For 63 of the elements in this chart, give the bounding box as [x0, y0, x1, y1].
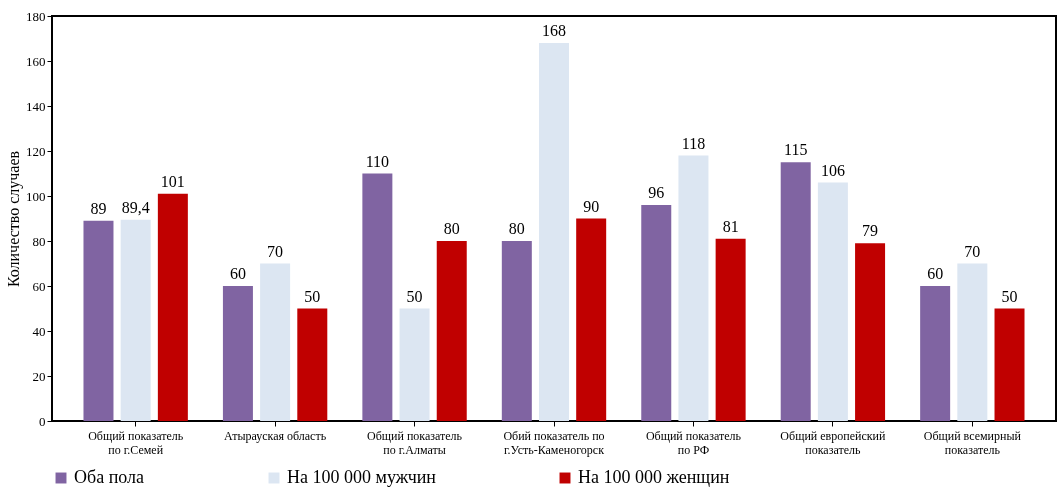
bar [920, 286, 951, 421]
bar [501, 241, 532, 421]
x-tick-label: Общий европейский показатель [780, 428, 886, 457]
y-tick-label: 20 [32, 368, 46, 384]
bar [780, 162, 811, 421]
bar [157, 193, 188, 421]
bar [678, 155, 709, 421]
bar [399, 308, 430, 421]
data-label: 50 [304, 287, 321, 305]
y-tick-label: 160 [26, 53, 46, 69]
x-tick-label: Обий показатель по г.Усть-Каменогорск [503, 428, 605, 457]
bar [297, 308, 328, 421]
y-tick-label: 140 [26, 98, 46, 114]
bar [362, 173, 393, 421]
legend-label: Оба пола [74, 467, 145, 487]
data-label: 101 [160, 172, 185, 190]
y-tick-label: 0 [39, 413, 46, 429]
bar [855, 243, 886, 421]
data-label: 50 [1001, 287, 1018, 305]
data-label: 80 [443, 220, 460, 237]
data-label: 110 [365, 152, 390, 170]
bar [120, 219, 151, 421]
data-label: 50 [406, 287, 423, 305]
bar [222, 286, 253, 421]
x-tick-label: Общий показатель по г.Алматы [367, 428, 463, 457]
data-label: 70 [267, 242, 284, 260]
bar [957, 263, 988, 421]
legend-label: На 100 000 женщин [578, 467, 730, 487]
data-label: 90 [583, 197, 600, 215]
data-label: 89,4 [121, 198, 150, 216]
y-tick-label: 60 [32, 278, 46, 294]
data-label: 60 [229, 265, 246, 282]
y-tick-label: 180 [26, 8, 46, 24]
data-label: 81 [722, 217, 739, 235]
data-label: 80 [508, 220, 525, 237]
data-label: 106 [820, 161, 845, 179]
data-label: 79 [862, 222, 879, 240]
data-label: 60 [927, 265, 944, 282]
bar [994, 308, 1025, 421]
x-tick-label: Общий показатель по г.Семей [88, 428, 184, 457]
bar [260, 263, 291, 421]
y-tick-label: 120 [26, 143, 46, 159]
bar [715, 238, 746, 421]
x-tick-label: Атырауская область [224, 428, 327, 443]
data-label: 89 [90, 199, 107, 217]
y-tick-label: 80 [32, 233, 46, 249]
bar [83, 220, 114, 421]
bar [539, 43, 569, 421]
bar [436, 241, 467, 421]
data-label: 115 [784, 141, 808, 159]
bar [576, 218, 607, 421]
data-label: 168 [542, 22, 566, 39]
data-label: 96 [648, 184, 665, 201]
y-axis-title: Количество случаев [5, 150, 23, 288]
x-tick-label: Общий показатель по РФ [645, 428, 742, 457]
y-tick-label: 100 [26, 188, 46, 204]
data-label: 118 [681, 134, 706, 152]
y-tick-label: 40 [32, 323, 46, 339]
bar [817, 182, 848, 421]
legend-label: На 100 000 мужчин [287, 467, 437, 487]
x-tick-label: Общий всемирный показатель [923, 428, 1022, 457]
data-label: 70 [964, 242, 981, 260]
bar [641, 205, 672, 421]
